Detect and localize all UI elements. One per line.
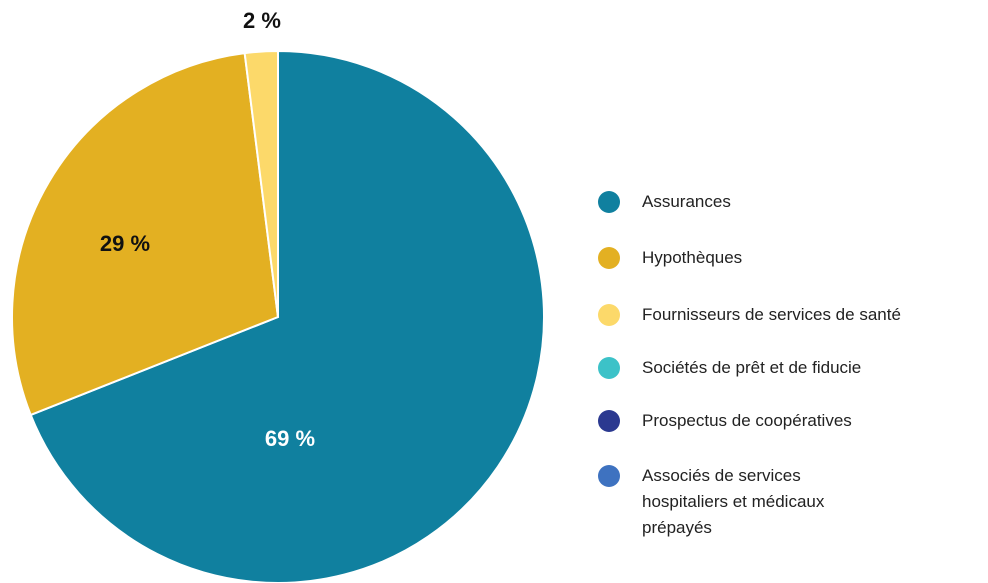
legend-label: Assurances	[642, 192, 731, 211]
legend-label: Hypothèques	[642, 248, 743, 267]
legend-item: Sociétés de prêt et de fiducie	[598, 355, 861, 381]
legend-item: Assurances	[598, 189, 731, 215]
legend-item: Prospectus de coopératives	[598, 408, 852, 434]
legend-item: Hypothèques	[598, 245, 742, 271]
legend-label: Prospectus de coopératives	[642, 411, 852, 430]
legend-swatch	[598, 357, 620, 379]
pie-slice	[29, 49, 545, 583]
legend-swatch	[598, 191, 620, 213]
data-label: 69 %	[265, 426, 315, 451]
pie-slice	[11, 51, 280, 417]
data-label: 29 %	[100, 231, 150, 256]
legend-item: Associés de services hospitaliers et méd…	[598, 463, 882, 541]
legend-swatch	[598, 304, 620, 326]
legend-label: Associés de services hospitaliers et méd…	[642, 466, 825, 537]
legend-swatch	[598, 247, 620, 269]
pie-slice	[243, 49, 279, 318]
legend-item: Fournisseurs de services de santé	[598, 302, 901, 328]
data-label: 2 %	[243, 8, 281, 33]
legend-swatch	[598, 465, 620, 487]
legend-swatch	[598, 410, 620, 432]
legend-label: Fournisseurs de services de santé	[642, 305, 901, 324]
legend-label: Sociétés de prêt et de fiducie	[642, 358, 862, 377]
